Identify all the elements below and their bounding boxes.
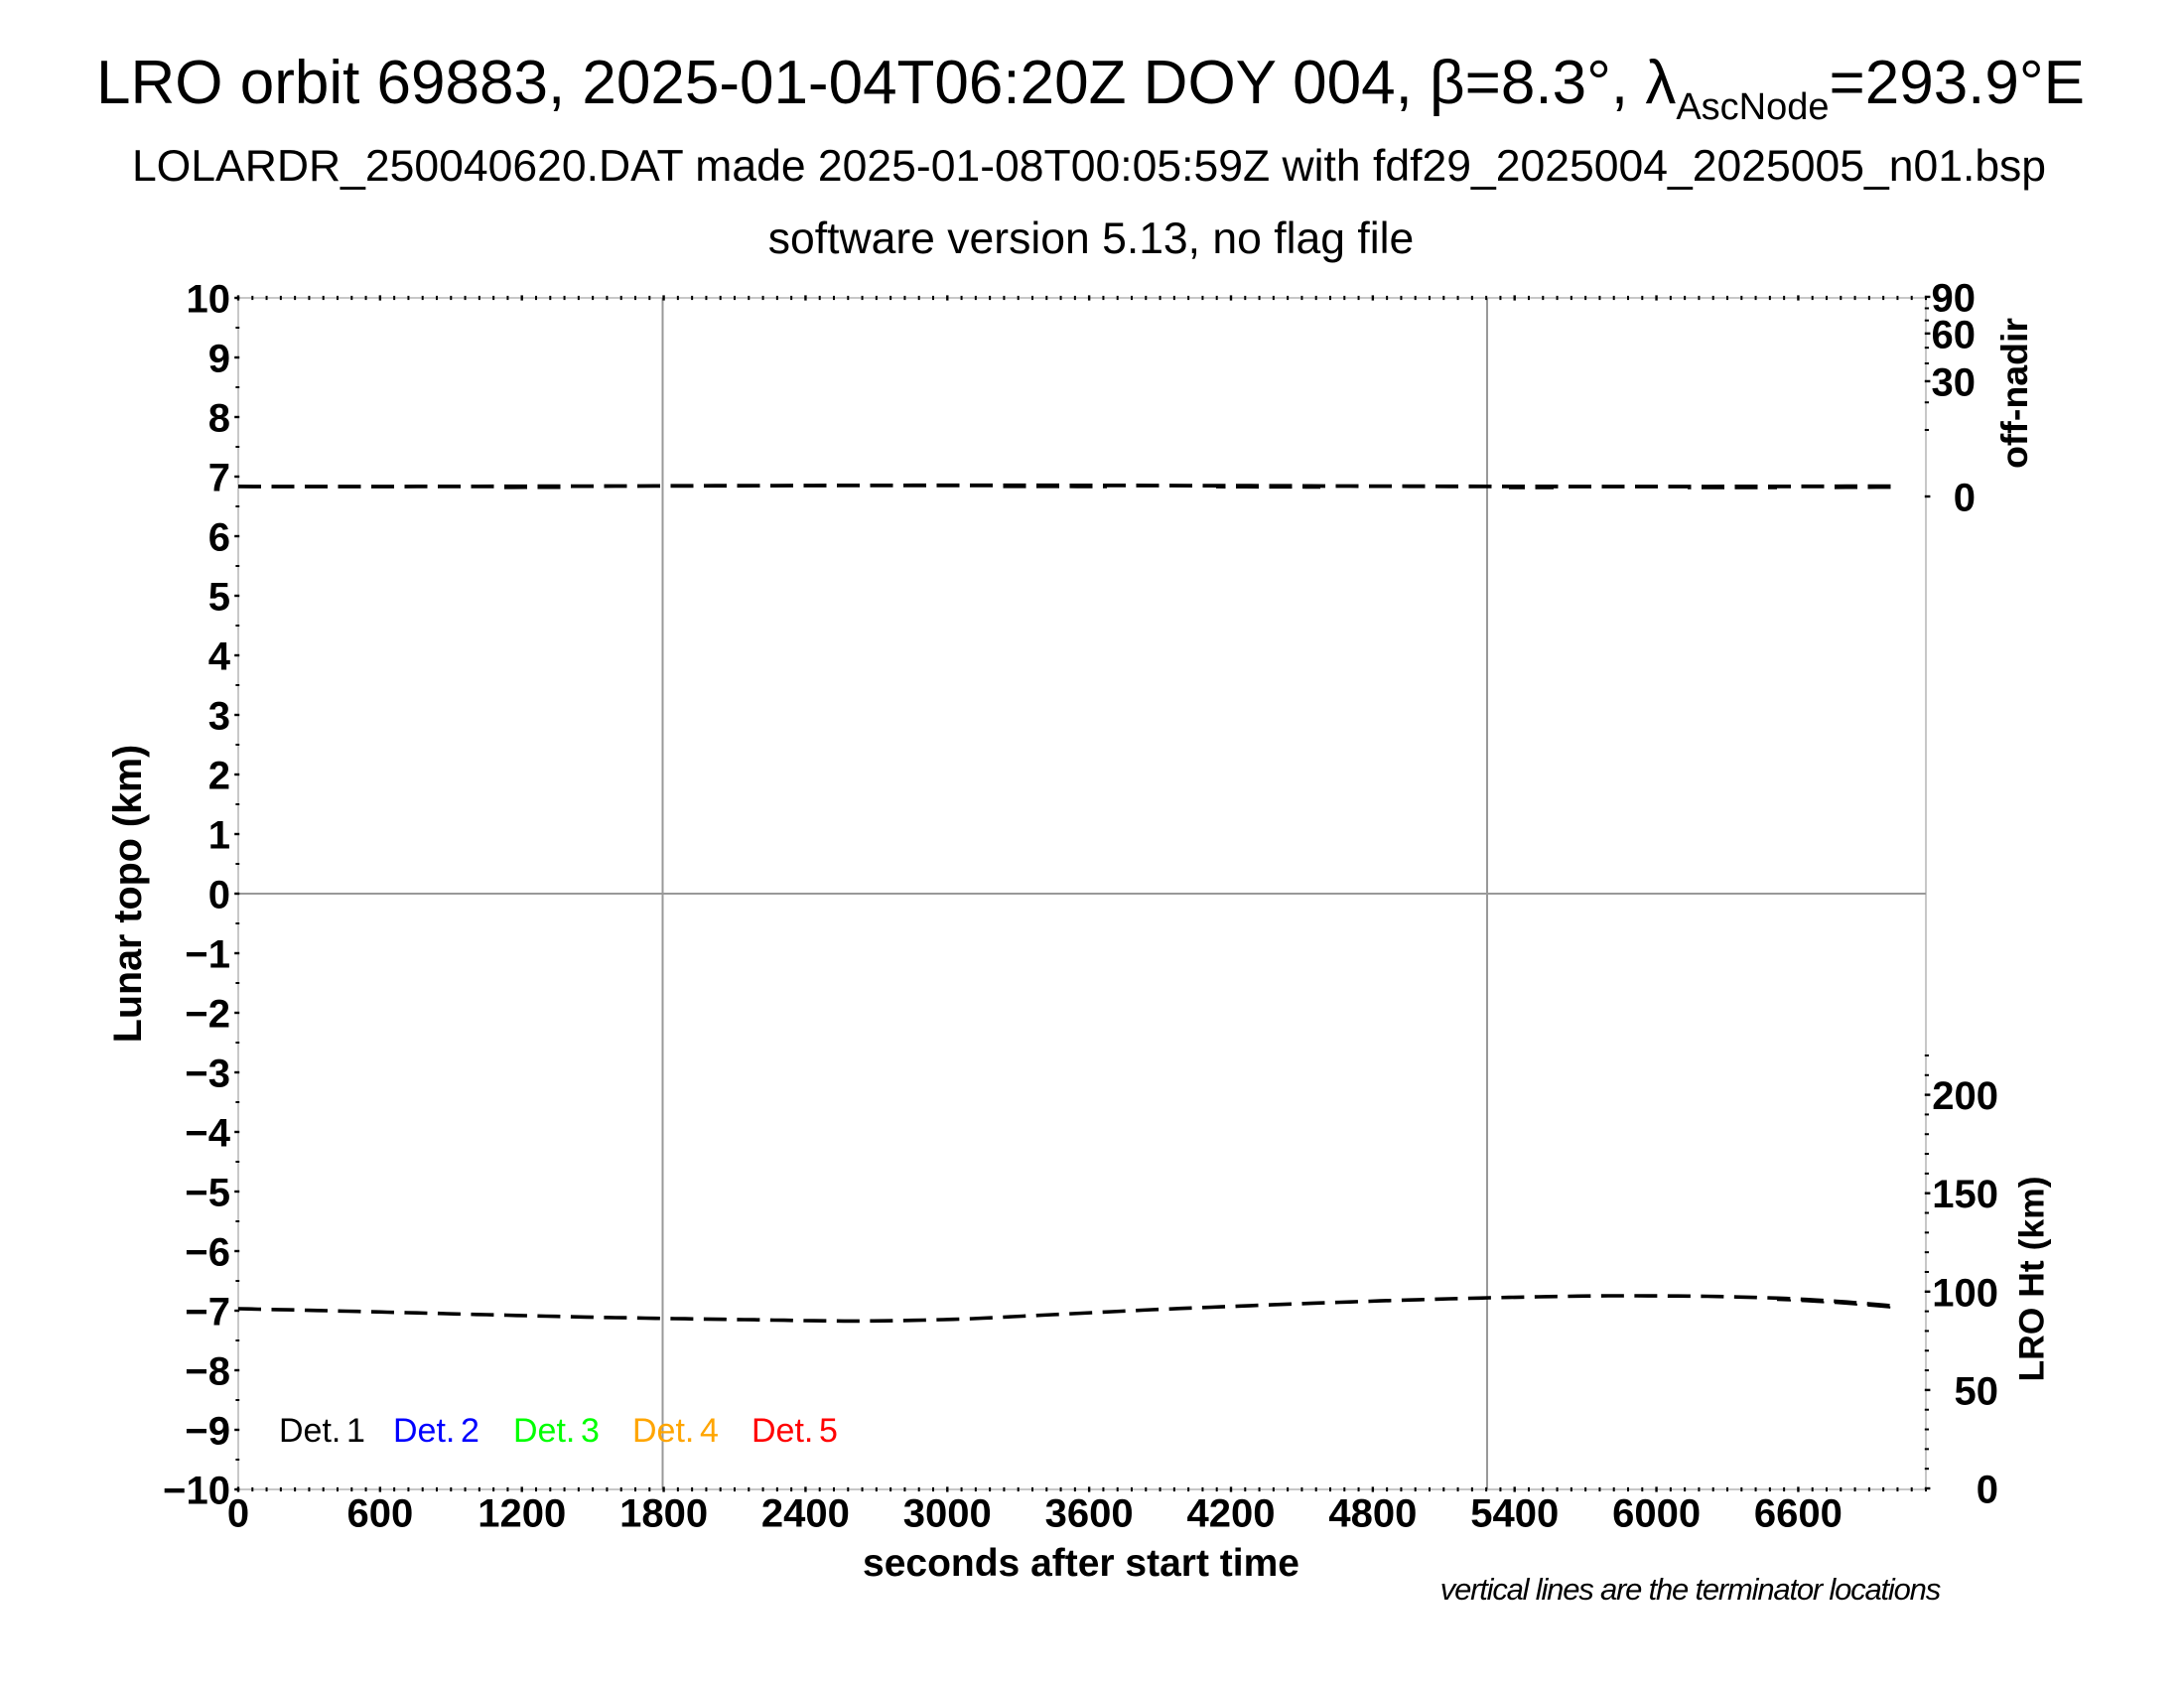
svg-text:0: 0 — [227, 1492, 249, 1536]
svg-text:150: 150 — [1932, 1173, 1998, 1216]
svg-text:6: 6 — [208, 516, 230, 560]
svg-text:−10: −10 — [163, 1470, 230, 1513]
svg-text:vertical lines are the termina: vertical lines are the terminator locati… — [1440, 1572, 1941, 1607]
svg-text:50: 50 — [1955, 1369, 1999, 1413]
svg-text:off-nadir: off-nadir — [1993, 318, 2035, 469]
svg-text:LRO Ht (km): LRO Ht (km) — [2012, 1176, 2052, 1381]
svg-text:2400: 2400 — [761, 1492, 850, 1536]
svg-text:Lunar topo (km): Lunar topo (km) — [106, 745, 150, 1044]
svg-text:seconds after start time: seconds after start time — [863, 1542, 1299, 1585]
svg-text:3: 3 — [208, 695, 230, 739]
svg-text:Det.: Det. — [632, 1412, 694, 1450]
svg-text:4200: 4200 — [1187, 1492, 1276, 1536]
svg-text:5: 5 — [208, 576, 230, 620]
svg-text:Det.: Det. — [751, 1412, 813, 1450]
svg-text:90: 90 — [1932, 277, 1977, 321]
svg-text:Det.: Det. — [513, 1412, 575, 1450]
svg-text:1800: 1800 — [619, 1492, 708, 1536]
svg-text:6000: 6000 — [1612, 1492, 1701, 1536]
svg-text:2: 2 — [208, 755, 230, 798]
svg-text:0: 0 — [208, 874, 230, 917]
svg-text:6600: 6600 — [1754, 1492, 1843, 1536]
svg-text:60: 60 — [1932, 313, 1977, 356]
svg-text:9: 9 — [208, 338, 230, 381]
svg-text:600: 600 — [347, 1492, 414, 1536]
svg-text:Det.: Det. — [393, 1412, 455, 1450]
svg-text:3: 3 — [581, 1412, 600, 1450]
svg-text:3000: 3000 — [903, 1492, 992, 1536]
svg-text:−9: −9 — [185, 1410, 230, 1454]
svg-text:−5: −5 — [185, 1172, 230, 1215]
svg-text:1: 1 — [346, 1412, 365, 1450]
svg-text:−3: −3 — [185, 1053, 230, 1096]
svg-text:5400: 5400 — [1470, 1492, 1559, 1536]
svg-text:−4: −4 — [185, 1112, 230, 1156]
svg-text:4800: 4800 — [1328, 1492, 1417, 1536]
svg-text:−2: −2 — [185, 993, 230, 1037]
svg-text:LOLARDR_250040620.DAT made 202: LOLARDR_250040620.DAT made 2025-01-08T00… — [132, 142, 2046, 191]
svg-text:30: 30 — [1932, 360, 1977, 404]
svg-text:1: 1 — [208, 814, 230, 858]
svg-text:10: 10 — [187, 278, 231, 322]
svg-text:−8: −8 — [185, 1350, 230, 1394]
svg-text:7: 7 — [208, 457, 230, 500]
svg-text:−1: −1 — [185, 933, 230, 977]
svg-text:200: 200 — [1932, 1074, 1998, 1118]
svg-text:−6: −6 — [185, 1231, 230, 1275]
svg-text:software version 5.13, no flag: software version 5.13, no flag file — [768, 214, 1415, 263]
svg-text:−7: −7 — [185, 1291, 230, 1335]
svg-text:1200: 1200 — [478, 1492, 566, 1536]
svg-text:4: 4 — [208, 635, 231, 679]
svg-text:0: 0 — [1954, 477, 1976, 520]
svg-text:5: 5 — [819, 1412, 838, 1450]
svg-text:0: 0 — [1977, 1469, 1998, 1512]
svg-text:4: 4 — [700, 1412, 719, 1450]
svg-text:Det.: Det. — [279, 1412, 341, 1450]
svg-text:3600: 3600 — [1045, 1492, 1134, 1536]
svg-text:8: 8 — [208, 397, 230, 441]
svg-text:2: 2 — [461, 1412, 479, 1450]
svg-text:100: 100 — [1932, 1271, 1998, 1315]
